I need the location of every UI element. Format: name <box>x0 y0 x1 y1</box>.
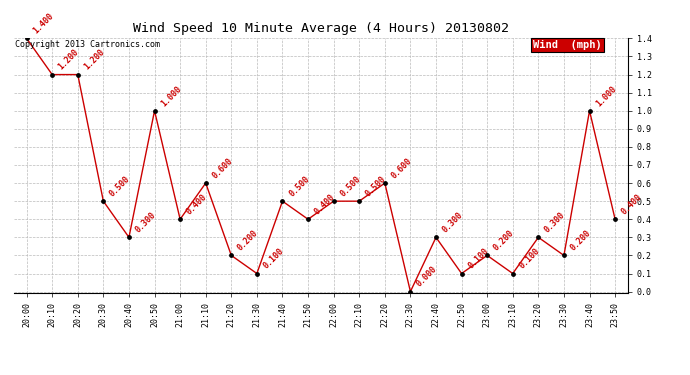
Text: 0.400: 0.400 <box>620 192 644 216</box>
Point <box>328 198 339 204</box>
Point <box>21 35 32 41</box>
Text: Wind  (mph): Wind (mph) <box>533 40 602 50</box>
Text: 1.400: 1.400 <box>31 12 55 36</box>
Point <box>47 72 58 78</box>
Text: 0.500: 0.500 <box>108 174 132 198</box>
Text: 0.200: 0.200 <box>492 229 516 253</box>
Text: 1.200: 1.200 <box>82 48 106 72</box>
Point <box>456 270 467 276</box>
Text: 0.100: 0.100 <box>262 247 286 271</box>
Point <box>431 234 442 240</box>
Text: 0.200: 0.200 <box>569 229 593 253</box>
Point <box>226 252 237 258</box>
Text: 0.000: 0.000 <box>415 265 439 289</box>
Text: 1.200: 1.200 <box>57 48 81 72</box>
Point <box>98 198 109 204</box>
Text: 0.300: 0.300 <box>134 211 157 235</box>
Point <box>251 270 262 276</box>
Point <box>558 252 569 258</box>
Text: 0.200: 0.200 <box>236 229 260 253</box>
Text: 0.600: 0.600 <box>210 156 235 180</box>
Title: Wind Speed 10 Minute Average (4 Hours) 20130802: Wind Speed 10 Minute Average (4 Hours) 2… <box>133 22 509 35</box>
Text: 0.100: 0.100 <box>466 247 490 271</box>
Point <box>507 270 518 276</box>
Point <box>302 216 313 222</box>
Point <box>124 234 135 240</box>
Point <box>584 108 595 114</box>
Point <box>533 234 544 240</box>
Point <box>380 180 391 186</box>
Point <box>354 198 365 204</box>
Text: 0.300: 0.300 <box>441 211 464 235</box>
Point <box>72 72 83 78</box>
Text: 0.400: 0.400 <box>185 192 209 216</box>
Text: Copyright 2013 Cartronics.com: Copyright 2013 Cartronics.com <box>15 40 160 49</box>
Text: 0.500: 0.500 <box>338 174 362 198</box>
Text: 0.100: 0.100 <box>518 247 542 271</box>
Text: 0.500: 0.500 <box>287 174 311 198</box>
Text: 1.000: 1.000 <box>159 84 183 108</box>
Text: 0.500: 0.500 <box>364 174 388 198</box>
Text: 0.600: 0.600 <box>389 156 413 180</box>
Point <box>482 252 493 258</box>
Point <box>175 216 186 222</box>
Point <box>609 216 620 222</box>
Point <box>405 289 416 295</box>
Text: 1.000: 1.000 <box>594 84 618 108</box>
Point <box>149 108 160 114</box>
Text: 0.300: 0.300 <box>543 211 567 235</box>
Point <box>200 180 211 186</box>
Point <box>277 198 288 204</box>
Text: 0.400: 0.400 <box>313 192 337 216</box>
